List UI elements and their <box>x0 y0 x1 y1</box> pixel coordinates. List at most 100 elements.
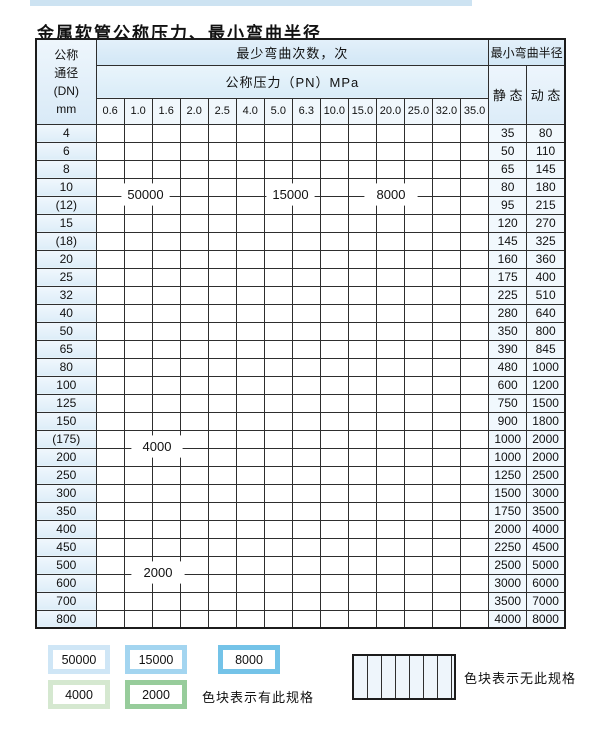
dynamic-radius-value: 325 <box>526 231 566 251</box>
spec-cell <box>123 357 153 377</box>
table-row: 200 1000 2000 <box>35 447 566 467</box>
spec-cell <box>95 375 125 395</box>
no-spec-cell <box>263 393 293 413</box>
no-spec-cell <box>179 591 209 611</box>
pressure-col-header: 15.0 <box>347 97 377 125</box>
no-spec-cell <box>375 393 405 413</box>
no-spec-cell <box>459 321 490 341</box>
no-spec-cell <box>263 483 293 503</box>
no-spec-cell <box>459 213 490 233</box>
spec-cell <box>263 159 293 179</box>
no-spec-cell <box>375 267 405 287</box>
no-spec-cell <box>375 285 405 305</box>
spec-cell <box>207 411 237 431</box>
dn-label: (18) <box>35 231 97 251</box>
spec-cell <box>263 339 293 359</box>
spec-cell <box>207 159 237 179</box>
no-spec-cell <box>319 537 349 557</box>
no-spec-cell <box>375 465 405 485</box>
table-row: 400 2000 4000 <box>35 519 566 539</box>
spec-cell <box>95 141 125 161</box>
pressure-col-header: 0.6 <box>95 97 125 125</box>
static-radius-value: 2000 <box>488 519 528 539</box>
dynamic-radius-value: 6000 <box>526 573 566 593</box>
no-spec-cell <box>403 231 433 251</box>
spec-cell <box>95 483 125 503</box>
spec-cell <box>123 465 153 485</box>
spec-cell <box>235 303 265 323</box>
spec-cell <box>263 321 293 341</box>
spec-cell <box>151 123 181 143</box>
spec-cell <box>151 159 181 179</box>
table-row: 40 280 640 <box>35 303 566 323</box>
spec-cell <box>123 159 153 179</box>
no-spec-cell <box>291 357 321 377</box>
spec-cell <box>207 321 237 341</box>
dn-label: 8 <box>35 159 97 179</box>
no-spec-cell <box>291 393 321 413</box>
table-row: 700 3500 7000 <box>35 591 566 611</box>
spec-cell <box>123 591 153 611</box>
spec-cell <box>151 141 181 161</box>
no-spec-cell <box>431 357 462 377</box>
no-spec-cell <box>375 483 405 503</box>
dynamic-radius-value: 510 <box>526 285 566 305</box>
dynamic-radius-value: 4000 <box>526 519 566 539</box>
no-spec-cell <box>403 591 433 611</box>
static-radius-value: 120 <box>488 213 528 233</box>
spec-cell <box>179 195 209 215</box>
dynamic-radius-value: 360 <box>526 249 566 269</box>
spec-cell <box>151 339 181 359</box>
spec-cell <box>319 141 349 161</box>
dynamic-radius-value: 2500 <box>526 465 566 485</box>
spec-cell <box>95 267 125 287</box>
no-spec-cell <box>375 555 405 575</box>
no-spec-cell <box>235 501 265 521</box>
spec-cell <box>207 177 237 197</box>
table-row: 450 2250 4500 <box>35 537 566 557</box>
spec-cell <box>179 267 209 287</box>
spec-cell <box>179 123 209 143</box>
spec-cell <box>179 573 209 593</box>
spec-cell <box>235 231 265 251</box>
dynamic-radius-value: 7000 <box>526 591 566 611</box>
no-spec-cell <box>263 609 293 629</box>
spec-cell <box>95 249 125 269</box>
no-spec-cell <box>431 465 462 485</box>
spec-cell <box>235 267 265 287</box>
no-spec-cell <box>347 429 377 449</box>
spec-cell <box>179 159 209 179</box>
no-spec-cell <box>347 411 377 431</box>
spec-table: 公称 通径 (DN) mm 最少弯曲次数，次 最小弯曲半径 公称压力（PN）MP… <box>35 38 566 629</box>
pressure-header: 公称压力（PN）MPa <box>95 64 490 99</box>
static-radius-value: 3000 <box>488 573 528 593</box>
spec-cell <box>151 519 181 539</box>
no-spec-cell <box>347 501 377 521</box>
has-spec-legend-text: 色块表示有此规格 <box>202 690 315 705</box>
spec-cell <box>123 519 153 539</box>
spec-cell <box>235 213 265 233</box>
dynamic-radius-value: 2000 <box>526 447 566 467</box>
spec-cell <box>123 609 153 629</box>
pressure-values-row: 0.6 1.0 1.6 2.0 2.5 4.0 5.0 6.3 10.0 15.0 20.0 25.0… <box>36 97 565 125</box>
no-spec-cell <box>431 447 462 467</box>
no-spec-cell <box>263 411 293 431</box>
spec-cell <box>235 393 265 413</box>
no-spec-cell <box>459 357 490 377</box>
spec-cell <box>207 375 237 395</box>
dynamic-radius-value: 5000 <box>526 555 566 575</box>
dn-label: 25 <box>35 267 97 287</box>
spec-cell <box>179 303 209 323</box>
no-spec-cell <box>319 447 349 467</box>
no-spec-cell <box>375 591 405 611</box>
spec-cell <box>291 123 321 143</box>
no-spec-cell <box>375 537 405 557</box>
spec-cell <box>207 285 237 305</box>
no-spec-cell <box>291 555 321 575</box>
spec-cell <box>151 321 181 341</box>
spec-cell <box>291 339 321 359</box>
spec-cell <box>123 285 153 305</box>
no-spec-cell <box>291 501 321 521</box>
no-spec-cell <box>403 411 433 431</box>
no-spec-cell <box>235 609 265 629</box>
